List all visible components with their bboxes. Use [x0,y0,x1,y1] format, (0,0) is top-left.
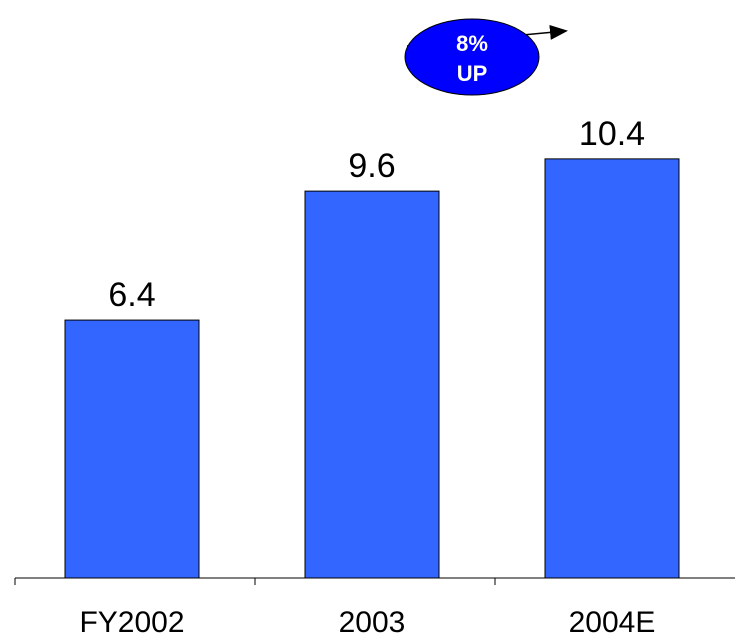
bar-2003 [304,190,440,579]
category-label-2004e: 2004E [569,606,656,639]
category-label-fy2002: FY2002 [79,606,184,639]
value-label-fy2002: 6.4 [108,276,155,314]
growth-annotation: 8% UP [404,18,568,96]
growth-badge-percent: 8% [456,31,488,56]
growth-badge [404,18,540,96]
value-label-2004e: 10.4 [579,115,645,153]
bar-fy2002 [64,319,200,579]
category-label-2003: 2003 [339,606,406,639]
growth-badge-up: UP [457,61,488,86]
bar-2004e [544,158,680,579]
value-label-2003: 9.6 [348,147,395,185]
